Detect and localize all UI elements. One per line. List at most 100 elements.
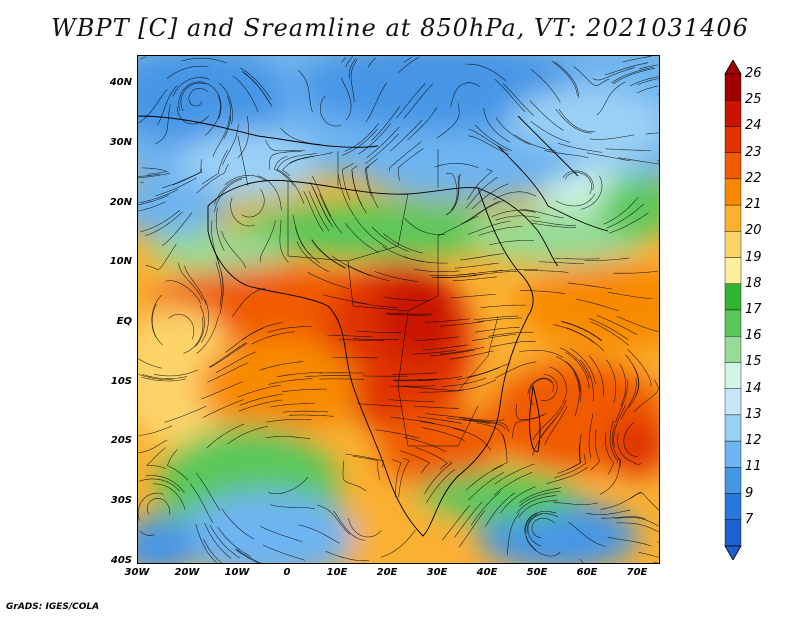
streamline	[407, 106, 438, 141]
lon-label-20e: 20E	[376, 567, 398, 578]
streamline	[554, 453, 587, 479]
streamline	[629, 76, 659, 87]
streamline	[223, 95, 232, 140]
streamline	[459, 417, 505, 421]
streamline	[151, 294, 162, 337]
streamline	[446, 172, 458, 211]
streamline	[154, 369, 199, 377]
streamline	[454, 262, 500, 269]
streamline	[619, 363, 627, 407]
streamline	[516, 495, 557, 514]
streamlines	[138, 56, 659, 563]
streamline	[353, 338, 399, 340]
colorbar-label: 9	[745, 485, 754, 501]
streamline	[172, 159, 203, 186]
streamline	[311, 175, 332, 217]
streamline	[280, 127, 321, 145]
colorbar-swatch	[724, 257, 742, 284]
lon-label-40e: 40E	[476, 567, 498, 578]
streamline	[414, 336, 460, 341]
streamline	[194, 304, 205, 347]
streamline	[616, 316, 659, 332]
streamline	[471, 183, 509, 210]
streamline	[188, 88, 208, 107]
streamline	[557, 443, 581, 474]
streamline	[465, 63, 507, 82]
streamline	[168, 314, 195, 340]
streamline	[531, 517, 556, 538]
streamline	[342, 460, 367, 492]
streamline	[446, 173, 461, 215]
streamline	[645, 132, 659, 135]
streamline	[474, 315, 519, 321]
streamline	[403, 256, 448, 264]
streamline	[237, 116, 249, 159]
streamline	[532, 405, 563, 440]
streamline	[212, 115, 230, 157]
streamline	[568, 521, 606, 547]
streamline	[465, 200, 505, 223]
streamline	[590, 321, 629, 346]
streamline	[224, 175, 267, 186]
streamline	[618, 157, 659, 165]
streamline	[138, 201, 166, 212]
streamline	[436, 103, 460, 139]
streamline	[411, 349, 456, 355]
colorbar-label: 14	[745, 380, 762, 396]
streamline	[277, 153, 317, 170]
streamline	[276, 169, 305, 204]
streamline	[145, 243, 177, 271]
streamline	[138, 194, 169, 206]
streamline	[347, 264, 390, 282]
streamline	[467, 362, 511, 378]
colorbar-label: 22	[745, 170, 762, 186]
streamline	[502, 83, 535, 116]
streamline	[573, 66, 610, 86]
streamline	[393, 379, 439, 382]
streamline	[251, 331, 295, 345]
streamline	[268, 378, 313, 385]
streamline	[274, 155, 294, 186]
streamline	[615, 379, 628, 423]
streamline	[475, 422, 507, 449]
streamline	[657, 541, 659, 543]
streamline	[653, 561, 659, 563]
streamline	[560, 321, 602, 341]
streamline	[217, 526, 251, 557]
streamline	[309, 182, 330, 223]
streamline	[561, 320, 603, 341]
colorbar-label: 23	[745, 144, 762, 160]
streamline	[596, 315, 638, 336]
streamline	[222, 123, 239, 166]
streamline	[564, 172, 592, 195]
streamline	[580, 175, 603, 210]
lat-label-eq: EQ	[116, 316, 132, 327]
streamline	[392, 459, 402, 498]
streamline	[202, 149, 228, 185]
streamline	[421, 427, 465, 441]
streamline	[590, 429, 601, 471]
streamline	[296, 241, 329, 273]
streamline	[345, 453, 384, 468]
streamline	[638, 552, 659, 558]
streamline	[567, 282, 613, 290]
streamline	[140, 56, 147, 60]
colorbar-swatch	[724, 362, 742, 389]
colorbar-max-arrow	[724, 60, 742, 75]
streamline	[636, 85, 659, 94]
lon-label-70e: 70E	[626, 567, 648, 578]
colorbar-label: 11	[745, 459, 762, 475]
streamline	[189, 483, 213, 523]
colorbar-swatch	[724, 126, 742, 153]
streamline	[151, 303, 163, 346]
streamline	[625, 354, 640, 396]
lon-label-60e: 60E	[576, 567, 598, 578]
streamline	[606, 359, 617, 403]
streamline	[265, 436, 311, 440]
streamline	[600, 516, 646, 520]
lon-label-10w: 10W	[224, 567, 250, 578]
streamline	[375, 429, 420, 439]
streamline	[371, 226, 409, 252]
streamline	[613, 270, 658, 274]
streamline	[608, 212, 649, 234]
